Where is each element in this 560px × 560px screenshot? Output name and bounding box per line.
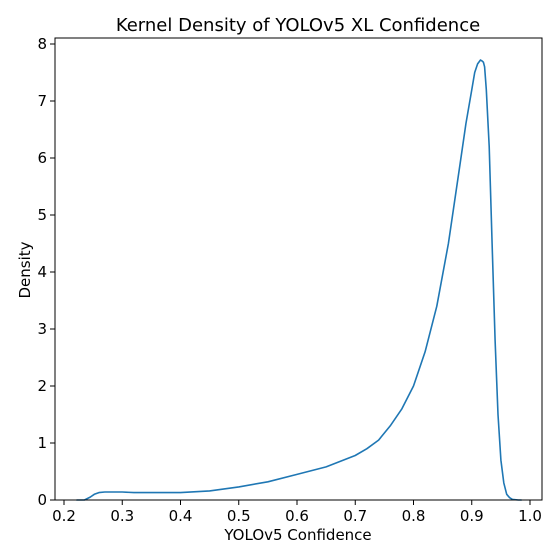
y-tick-label: 6 — [37, 149, 47, 167]
x-tick-label: 1.0 — [518, 507, 542, 525]
x-tick-label: 0.7 — [343, 507, 367, 525]
y-tick-label: 3 — [37, 320, 47, 338]
x-axis-label: YOLOv5 Confidence — [223, 526, 371, 544]
x-tick-label: 0.9 — [460, 507, 484, 525]
x-tick-label: 0.4 — [169, 507, 193, 525]
y-tick-label: 7 — [37, 92, 47, 110]
x-tick-label: 0.3 — [110, 507, 134, 525]
x-tick-label: 0.8 — [402, 507, 426, 525]
y-axis-label: Density — [16, 241, 34, 298]
y-tick-label: 2 — [37, 377, 47, 395]
y-tick-label: 0 — [37, 491, 47, 509]
y-tick-label: 8 — [37, 35, 47, 53]
y-tick-label: 4 — [37, 263, 47, 281]
x-tick-label: 0.2 — [52, 507, 76, 525]
y-tick-label: 5 — [37, 206, 47, 224]
chart-title: Kernel Density of YOLOv5 XL Confidence — [116, 15, 480, 36]
x-tick-label: 0.6 — [285, 507, 309, 525]
y-tick-label: 1 — [37, 434, 47, 452]
x-tick-label: 0.5 — [227, 507, 251, 525]
